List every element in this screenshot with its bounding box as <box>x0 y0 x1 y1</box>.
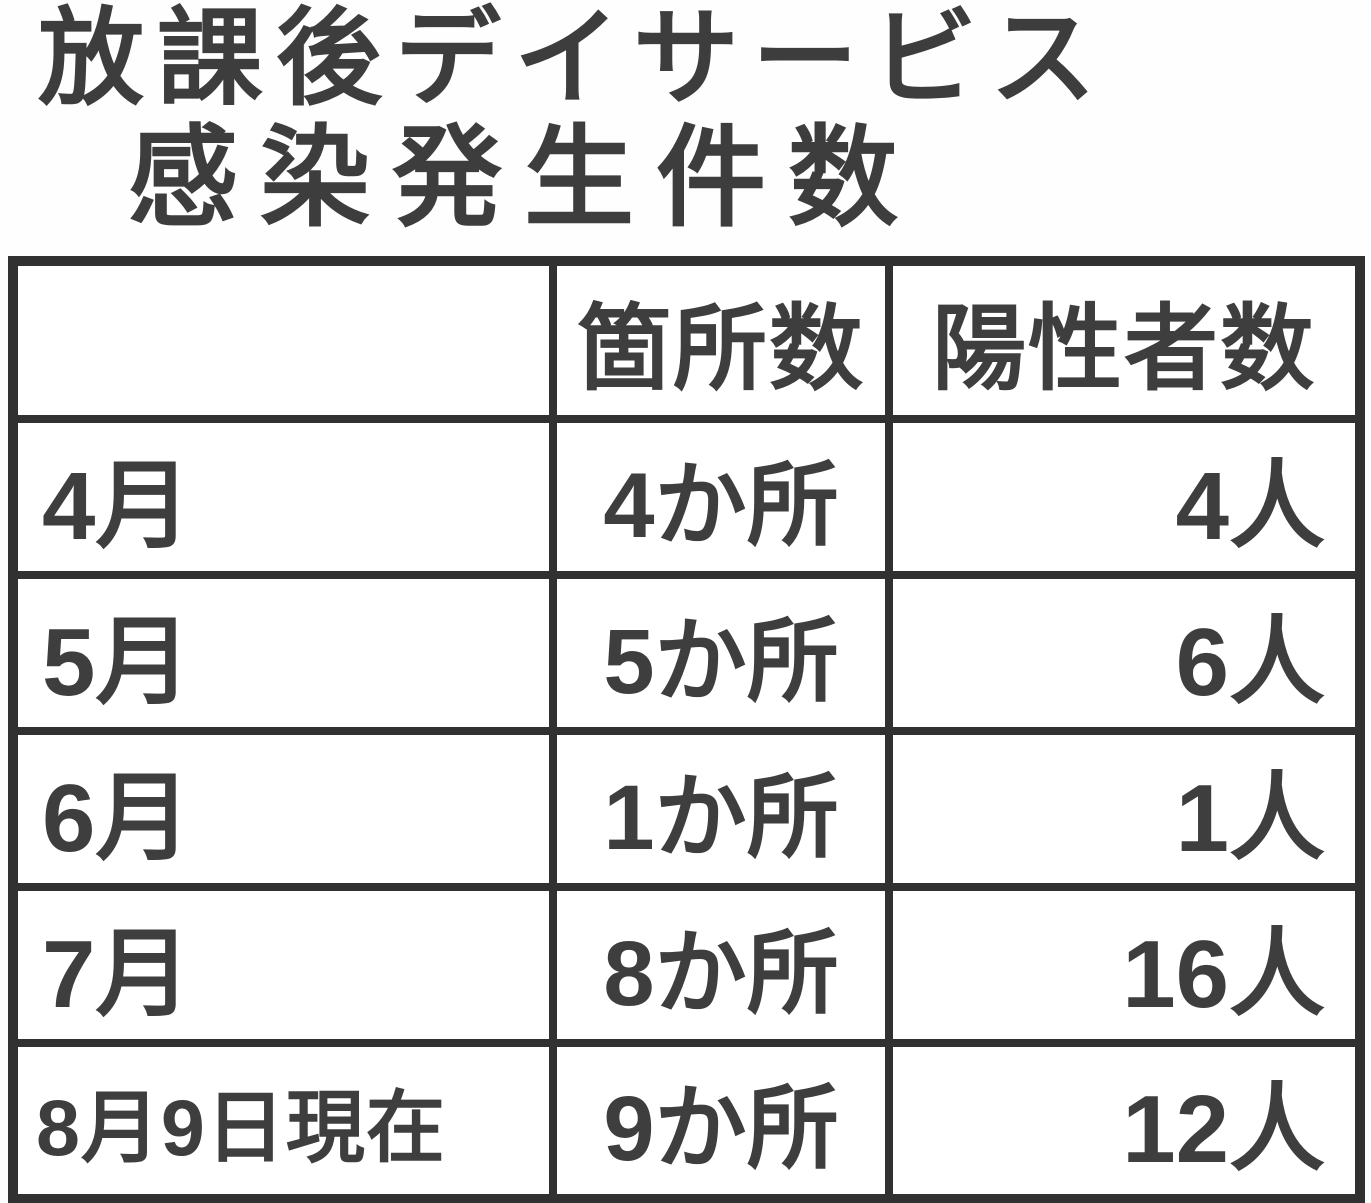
locations-cell: 9か所 <box>549 1039 893 1203</box>
header-period <box>9 257 557 423</box>
locations-cell: 5か所 <box>549 571 893 735</box>
positives-cell: 12人 <box>885 1039 1364 1203</box>
table-row-july: 7月 8か所 16人 <box>9 883 1364 1047</box>
header-positives: 陽性者数 <box>885 257 1364 423</box>
positives-cell: 4人 <box>885 415 1364 579</box>
period-cell: 6月 <box>9 727 557 891</box>
locations-cell: 8か所 <box>549 883 893 1047</box>
table-row-august-current: 8月9日現在 9か所 12人 <box>9 1039 1364 1203</box>
table-header-row: 箇所数 陽性者数 <box>9 257 1364 423</box>
table-row-june: 6月 1か所 1人 <box>9 727 1364 891</box>
infection-count-table: 箇所数 陽性者数 4月 4か所 4人 5月 5か所 6人 6月 1か所 1人 7… <box>8 256 1365 1203</box>
title-line-1: 放課後デイサービス <box>38 0 1109 118</box>
table-row-may: 5月 5か所 6人 <box>9 571 1364 735</box>
period-cell: 5月 <box>9 571 557 735</box>
locations-cell: 4か所 <box>549 415 893 579</box>
period-cell: 4月 <box>9 415 557 579</box>
document-title: 放課後デイサービス 感染発生件数 <box>0 0 1371 234</box>
period-cell: 8月9日現在 <box>9 1039 557 1203</box>
header-locations: 箇所数 <box>549 257 893 423</box>
positives-cell: 6人 <box>885 571 1364 735</box>
locations-cell: 1か所 <box>549 727 893 891</box>
title-line-2: 感染発生件数 <box>128 117 920 240</box>
table-row-april: 4月 4か所 4人 <box>9 415 1364 579</box>
positives-cell: 1人 <box>885 727 1364 891</box>
period-cell: 7月 <box>9 883 557 1047</box>
positives-cell: 16人 <box>885 883 1364 1047</box>
